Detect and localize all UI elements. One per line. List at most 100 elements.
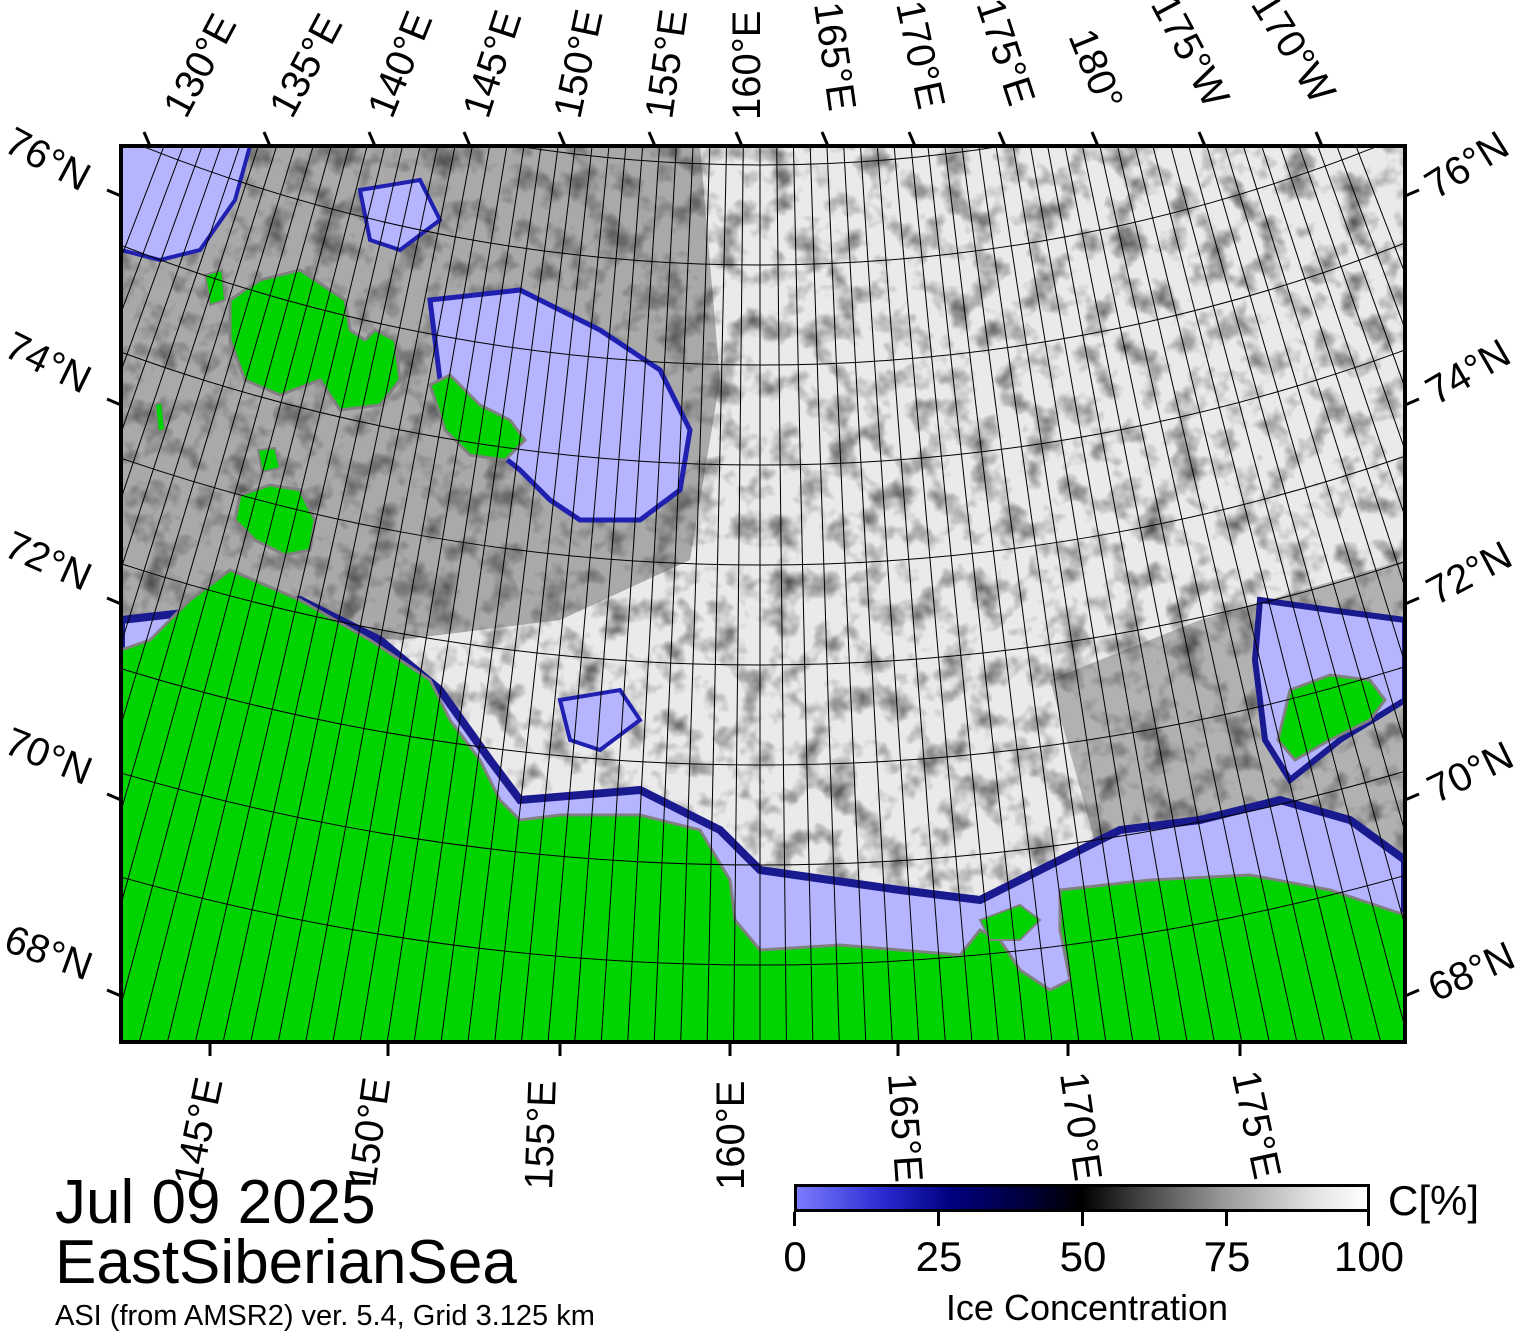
top-lon-label: 135°E [261, 7, 351, 124]
meridian-line [1012, 146, 1161, 1042]
frame-tick [557, 131, 567, 147]
meridian-line [792, 146, 814, 1042]
map-frame [119, 144, 1407, 1044]
meridian-line [1029, 146, 1188, 1042]
frame-ticks [106, 131, 1420, 1056]
meridian-line [250, 146, 439, 1042]
meridian-line [520, 146, 610, 1042]
meridian-line [978, 146, 1107, 1042]
bottom-lon-label: 170°E [1051, 1069, 1110, 1183]
kotelny-island [228, 268, 402, 412]
frame-tick [1314, 131, 1324, 147]
top-lon-label: 130°E [155, 7, 245, 124]
meridian-line [1116, 146, 1326, 1042]
meridian-line [627, 146, 677, 1042]
colorbar-tick [1367, 1212, 1370, 1226]
meridian-line [961, 146, 1080, 1042]
meridian-line [1242, 146, 1405, 665]
meridian-line [1261, 146, 1405, 590]
wrangel-island [1276, 673, 1387, 762]
frame-tick [1404, 596, 1420, 606]
right-lat-label: 68°N [1422, 934, 1522, 1011]
left-lat-label: 72°N [0, 523, 98, 600]
colorbar-tick-label: 0 [783, 1233, 807, 1280]
left-lat-labels: 76°N 74°N 72°N 70°N 68°N [0, 119, 98, 989]
meridian-line [332, 146, 491, 1042]
meridian-line [222, 146, 421, 1042]
meridian-line [876, 146, 946, 1042]
meridian-line [359, 146, 508, 1042]
right-lat-label: 72°N [1420, 533, 1520, 614]
top-lon-label: 175°W [1142, 0, 1238, 115]
meridian-line [860, 146, 920, 1042]
left-lat-label: 74°N [0, 324, 98, 403]
left-lat-label: 70°N [0, 720, 98, 794]
meridian-line [138, 146, 368, 1042]
frame-tick [262, 131, 272, 147]
map-region: EastSiberianSea [55, 1228, 517, 1297]
right-lat-label: 76°N [1417, 123, 1516, 208]
meridian-line [1047, 146, 1215, 1042]
frame-tick [106, 792, 122, 802]
meridian-line [826, 146, 867, 1042]
frame-tick [106, 188, 122, 198]
top-lon-label: 165°E [805, 0, 864, 114]
frame-tick [1404, 188, 1420, 198]
meridian-line [121, 146, 296, 727]
top-lon-label: 140°E [360, 5, 442, 123]
ice-concentration-colorbar [794, 1184, 1370, 1212]
data-source: ASI (from AMSR2) ver. 5.4, Grid 3.125 km [55, 1300, 595, 1332]
meridian-line [1224, 146, 1405, 747]
right-lat-label: 70°N [1421, 733, 1521, 812]
top-lon-label: 150°E [546, 6, 612, 122]
top-lon-label: 155°E [637, 7, 696, 121]
meridian-line [1134, 146, 1354, 1042]
meridian-line [166, 146, 386, 1042]
meridian-line [843, 146, 893, 1042]
graticule [121, 146, 1405, 1042]
meridian-line [1188, 146, 1405, 928]
top-lon-label: 145°E [455, 5, 531, 123]
colorbar-tick [1081, 1212, 1084, 1226]
meridian-line [121, 146, 332, 907]
bottom-lon-label: 165°E [879, 1072, 931, 1184]
map-area [121, 146, 1405, 1042]
meridian-line [1099, 146, 1298, 1042]
meridian-line [277, 146, 456, 1042]
colorbar-tick [937, 1212, 940, 1226]
frame-tick [820, 131, 830, 147]
meridian-line [776, 146, 787, 1042]
meridian-line [893, 146, 973, 1042]
meridian-line [440, 146, 559, 1042]
left-lat-label: 68°N [0, 917, 98, 989]
colorbar-tick-label: 25 [915, 1233, 963, 1280]
meridian-line [467, 146, 576, 1042]
colorbar-tick-label: 100 [1333, 1233, 1405, 1280]
top-lon-label: 180° [1060, 23, 1132, 116]
meridian-line [1081, 146, 1270, 1042]
colorbar-tick [793, 1212, 796, 1226]
meridian-line [653, 146, 694, 1042]
meridian-line [386, 146, 525, 1042]
frame-tick [1404, 792, 1420, 802]
top-lon-label: 175°E [967, 0, 1043, 111]
islet-west-2 [153, 400, 167, 434]
meridian-line [995, 146, 1134, 1042]
frame-tick [734, 131, 744, 147]
meridian-line [733, 146, 744, 1042]
meridian-line [574, 146, 644, 1042]
small-island [256, 446, 282, 474]
meridian-line [910, 146, 1000, 1042]
frame-tick [1404, 988, 1420, 998]
frame-tick [142, 131, 152, 147]
frame-tick [907, 131, 917, 147]
colorbar-tick-label: 75 [1203, 1233, 1251, 1280]
left-lat-label: 76°N [0, 119, 97, 200]
frame-tick [106, 397, 122, 407]
frame-tick [997, 131, 1007, 147]
meridian-line [706, 146, 728, 1042]
meridian-line [494, 146, 593, 1042]
colorbar-tick-label: 50 [1059, 1233, 1107, 1280]
top-lon-label: 170°W [1242, 0, 1343, 111]
meridian-line [547, 146, 627, 1042]
